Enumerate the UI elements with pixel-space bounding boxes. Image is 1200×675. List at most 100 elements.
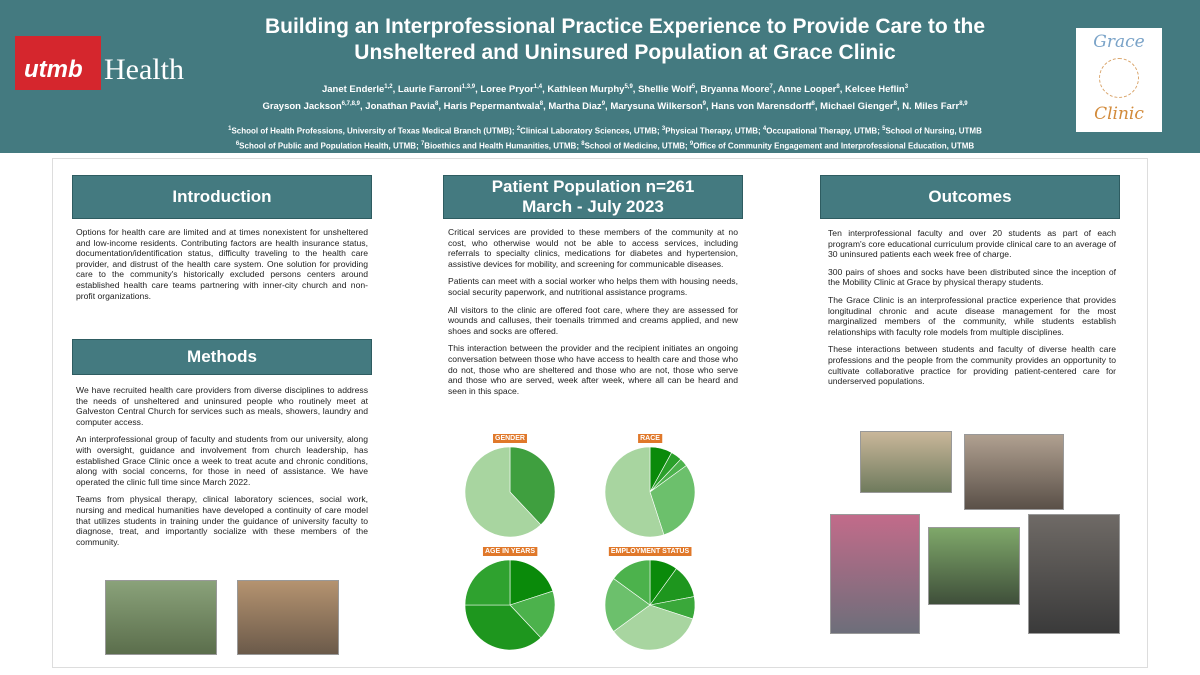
pie-charts: GENDER RACE AGE IN YEARS EMPLOYMENT STATUS xyxy=(464,434,696,651)
affiliation-number: 6 xyxy=(235,140,240,147)
body-frame xyxy=(52,158,1148,668)
author: Haris Pepermantwala xyxy=(443,101,540,113)
title-line: Building an Interprofessional Practice E… xyxy=(264,15,986,38)
affiliation-number: 7 xyxy=(769,84,773,90)
pie-slice xyxy=(604,446,665,538)
logo-box xyxy=(15,36,101,90)
authors: Janet Enderle1,2, Laurie Farroni1,3,9, L… xyxy=(190,80,1040,114)
author: Kathleen Murphy xyxy=(547,84,625,96)
affiliation-number: 3 xyxy=(904,84,909,90)
pie-title-box xyxy=(608,547,692,556)
affiliation-number: 5 xyxy=(882,126,886,132)
pie-title-box xyxy=(482,547,538,556)
pie-slice xyxy=(464,559,511,606)
paragraph: The Grace Clinic is an interprofessional… xyxy=(828,294,1116,337)
logo-mark: utmb xyxy=(24,56,83,83)
affiliation: School of Health Professions, University… xyxy=(231,126,512,136)
paragraph: We have recruited health care providers … xyxy=(76,385,368,427)
section-heading: Patient Population n=261 March - July 202… xyxy=(443,175,743,219)
affiliation: Clinical Laboratory Sciences, UTMB xyxy=(520,126,657,136)
paragraph: These interactions between students and … xyxy=(828,344,1116,387)
photo xyxy=(860,431,952,493)
author: Hans von Marensdorff xyxy=(711,101,812,113)
affiliation-number: 4 xyxy=(762,126,767,132)
photo xyxy=(1028,514,1120,634)
outcomes-text: Ten interprofessional faculty and over 2… xyxy=(828,228,1116,394)
affiliation: Office of Community Engagement and Inter… xyxy=(693,141,975,151)
affiliation-number: 8 xyxy=(539,101,544,108)
photo xyxy=(237,580,339,655)
affiliation-number: 9 xyxy=(702,101,706,108)
affiliation-number: 5 xyxy=(691,84,696,90)
paragraph: Ten interprofessional faculty and over 2… xyxy=(828,228,1116,260)
paragraph: 300 pairs of shoes and socks have been d… xyxy=(828,266,1116,288)
affiliation-number: 1 xyxy=(228,126,232,132)
author: Grayson Jackson xyxy=(262,101,342,113)
affiliation: School of Nursing, UTMB xyxy=(885,126,982,136)
paragraph: An interprofessional group of faculty an… xyxy=(76,434,368,487)
affiliation-number: 8 xyxy=(581,140,585,147)
affiliation-number: 1,2 xyxy=(384,84,393,90)
heading-text: Patient Population n=261 xyxy=(491,177,695,196)
affiliation-number: 3 xyxy=(661,126,666,132)
pie-slice xyxy=(509,590,556,639)
population-text: Critical services are provided to these … xyxy=(448,227,738,403)
heading-text: Outcomes xyxy=(928,187,1012,206)
heading-text: Methods xyxy=(187,347,257,366)
affiliation: Occupational Therapy, UTMB xyxy=(766,126,878,136)
pie-title: RACE xyxy=(640,435,660,442)
pie-title: EMPLOYMENT STATUS xyxy=(611,548,690,555)
line: 1School of Health Professions, Universit… xyxy=(228,126,982,136)
affiliation: Physical Therapy, UTMB xyxy=(665,126,758,136)
author: Anne Looper xyxy=(777,84,837,96)
line: Grayson Jackson6,7,8,9, Jonathan Pavia8,… xyxy=(262,101,968,113)
author: Kelcee Heflin xyxy=(845,84,905,96)
photo xyxy=(105,580,217,655)
section-heading: Introduction xyxy=(72,175,372,219)
title: Building an Interprofessional Practice E… xyxy=(200,14,1050,66)
paragraph: All visitors to the clinic are offered f… xyxy=(448,304,738,336)
introduction-text: Options for health care are limited and … xyxy=(76,227,368,308)
author: Loree Pryor xyxy=(480,84,534,96)
affiliation-number: 6,7,8,9 xyxy=(341,101,361,108)
title-line: Unsheltered and Uninsured Population at … xyxy=(354,41,896,64)
pie-slice xyxy=(509,559,554,606)
affiliation-number: 9 xyxy=(601,101,606,108)
affiliation: School of Public and Population Health, … xyxy=(239,141,417,151)
logo-clinic: Clinic xyxy=(1094,104,1144,124)
pie-slice xyxy=(613,559,651,606)
affiliation: School of Medicine, UTMB xyxy=(584,141,686,151)
pie-slice xyxy=(464,604,542,651)
affiliation-number: 7 xyxy=(420,140,425,147)
pie-title-box xyxy=(493,434,527,443)
heading-text: Introduction xyxy=(172,187,272,206)
pie-slice xyxy=(509,446,556,526)
logo-grace: Grace xyxy=(1093,32,1145,52)
author: Marysuna Wilkerson xyxy=(610,101,703,113)
paragraph: Critical services are provided to these … xyxy=(448,227,738,269)
affiliation-number: 8 xyxy=(435,101,439,108)
paragraph: Options for health care are limited and … xyxy=(76,227,368,301)
pie-slice xyxy=(464,446,542,538)
logo-figure xyxy=(1099,58,1139,98)
affiliations: 1School of Health Professions, Universit… xyxy=(100,123,1110,152)
grace-logo: Grace Clinic xyxy=(1076,28,1162,132)
affiliation-number: 9 xyxy=(689,140,694,147)
pie-slice xyxy=(649,465,696,536)
paragraph: Teams from physical therapy, clinical la… xyxy=(76,494,368,547)
author: Jonathan Pavia xyxy=(365,101,435,113)
line: 6School of Public and Population Health,… xyxy=(235,140,975,151)
affiliation-number: 2 xyxy=(516,126,521,132)
affiliation-number: 8 xyxy=(811,101,815,108)
author: N. Miles Farr xyxy=(902,101,960,113)
author: Michael Gienger xyxy=(820,101,894,113)
pie-title: AGE IN YEARS xyxy=(485,548,535,555)
heading-text: March - July 2023 xyxy=(522,197,664,216)
methods-text: We have recruited health care providers … xyxy=(76,385,368,554)
paragraph: Patients can meet with a social worker w… xyxy=(448,276,738,297)
photo xyxy=(964,434,1064,510)
author: Janet Enderle xyxy=(321,84,385,96)
photo xyxy=(830,514,920,634)
affiliation-number: 1,3,9 xyxy=(461,84,476,90)
pie-slice xyxy=(613,604,694,651)
